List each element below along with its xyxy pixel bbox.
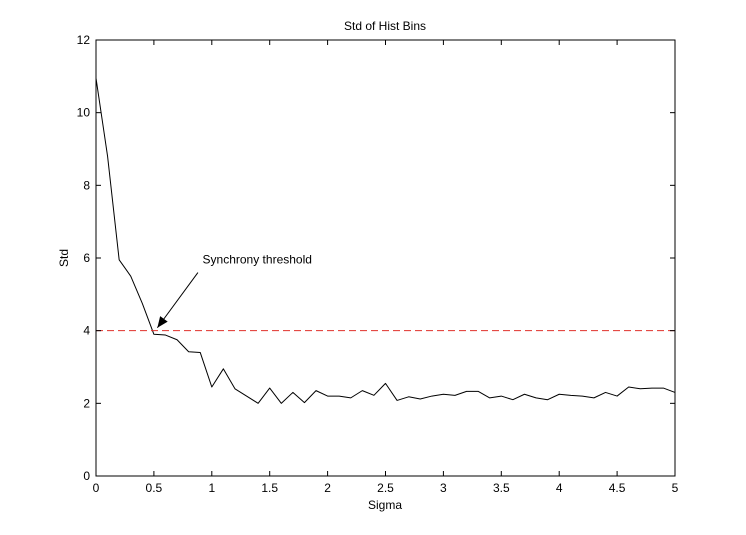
x-tick-label: 4 [556, 481, 563, 495]
annotation-arrow-head [157, 316, 168, 328]
y-tick-label: 6 [83, 251, 90, 265]
x-tick-label: 1.5 [261, 481, 278, 495]
chart-title: Std of Hist Bins [344, 19, 426, 33]
plot-area: 0 0.5 1 1.5 2 2.5 3 3.5 4 4.5 5 0 2 4 6 8 10 12 Synchrony … [77, 33, 679, 495]
y-tick-label: 4 [83, 324, 90, 338]
x-tick-label: 1 [208, 481, 215, 495]
x-tick-label: 4.5 [609, 481, 626, 495]
y-tick-label: 8 [83, 178, 90, 192]
x-tick-label: 0 [93, 481, 100, 495]
y-tick-label: 12 [77, 33, 91, 47]
y-axis-label: Std [57, 249, 71, 267]
annotation-label: Synchrony threshold [203, 252, 312, 266]
std-line [95, 78, 676, 404]
x-tick-label: 3 [440, 481, 447, 495]
x-tick-label: 5 [672, 481, 679, 495]
annotation-arrow-shaft [156, 272, 199, 329]
x-axis-label: Sigma [368, 498, 402, 512]
x-tick-label: 2 [324, 481, 331, 495]
y-tick-label: 10 [77, 106, 91, 120]
x-tick-label: 2.5 [377, 481, 394, 495]
y-tick-label: 0 [83, 469, 90, 483]
x-tick-label: 0.5 [146, 481, 163, 495]
y-tick-label: 2 [83, 396, 90, 410]
x-tick-label: 3.5 [493, 481, 510, 495]
